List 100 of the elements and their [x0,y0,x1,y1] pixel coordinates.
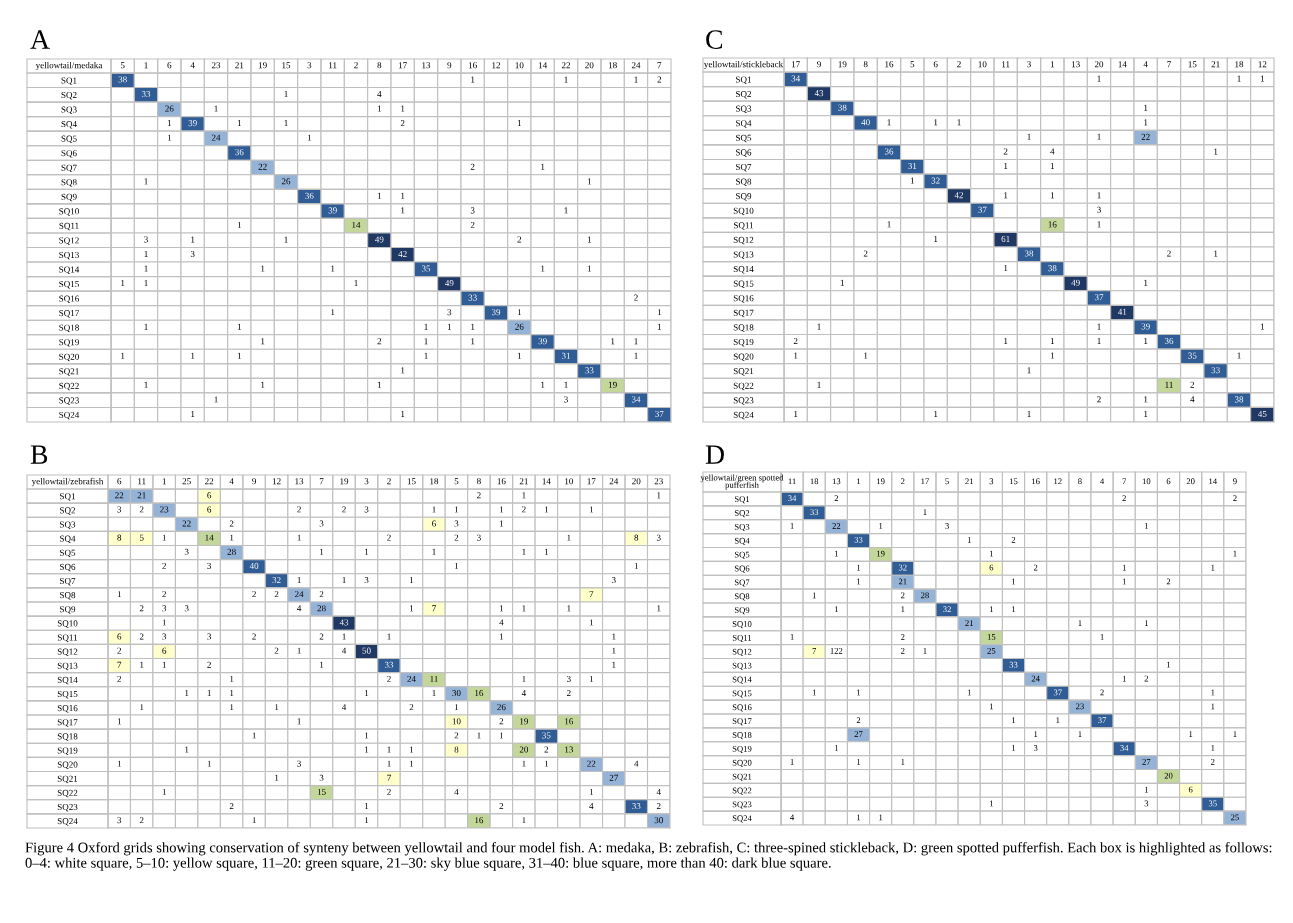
data-label: 1 [1050,338,1055,344]
data-label: 42 [398,250,407,257]
data-label: 1 [587,178,592,185]
y-tick-label: SQ19 [732,745,752,754]
y-tick-label: SQ1 [734,496,750,504]
data-label: 61 [1001,235,1010,242]
data-label: 35 [1188,352,1197,359]
data-label: 1 [541,265,545,272]
data-label: 1 [1211,689,1215,696]
data-label: 31 [561,352,570,359]
x-tick-label: 7 [657,62,662,69]
data-label: 1 [144,178,148,185]
data-label: 1 [541,163,545,170]
data-label: 40 [249,562,259,569]
data-label: 1 [1189,731,1193,737]
data-label: 33 [585,367,594,374]
data-label: 32 [931,177,940,184]
data-label: 1 [1012,717,1016,724]
data-label: 3 [364,506,369,513]
data-label: 39 [491,309,501,316]
data-label: 2 [517,236,522,243]
data-label: 3 [945,523,949,529]
data-label: 1 [377,192,382,199]
x-tick-label: 9 [447,62,452,69]
data-label: 1 [191,352,195,359]
data-label: 2 [117,675,121,682]
data-label: 39 [1141,323,1150,330]
data-label: 1 [377,105,382,112]
data-label: 6 [207,506,212,513]
data-label: 36 [235,149,244,156]
x-tick-label: 12 [1258,61,1267,68]
data-label: 1 [230,704,234,711]
x-tick-label: 16 [885,61,894,68]
data-label: 4 [499,619,504,626]
data-label: 11 [1165,381,1173,388]
x-tick-label: 17 [398,62,407,69]
data-label: 1 [320,548,324,555]
x-tick-label: 24 [609,478,619,485]
data-label: 1 [1237,75,1241,82]
data-label: 1 [857,689,861,696]
data-label: 2 [856,717,861,724]
data-label: 2 [454,732,459,739]
data-label: 32 [898,564,907,571]
data-label: 15 [987,634,996,640]
data-label: 1 [1144,523,1148,529]
data-label: 2 [1166,578,1171,585]
data-label: 16 [1048,221,1057,228]
data-label: 3 [297,760,301,767]
x-tick-label: 6 [1166,478,1171,485]
data-label: 1 [432,690,436,696]
data-label: 2 [409,704,414,711]
y-tick-label: SQ10 [57,620,78,628]
data-label: 1 [401,105,405,112]
x-tick-label: 8 [477,478,481,485]
data-label: 3 [319,774,324,781]
data-label: 23 [1076,703,1084,710]
data-label: 1 [790,634,794,640]
y-tick-label: SQ12 [57,648,78,657]
data-label: 1 [1078,620,1082,626]
data-label: 3 [207,633,212,640]
x-tick-label: 13 [295,478,304,485]
x-tick-label: 3 [989,478,994,485]
data-label: 1 [121,280,125,287]
data-label: 2 [657,76,662,83]
y-tick-label: SQ13 [59,251,79,260]
data-label: 1 [1078,731,1082,737]
data-label: 20 [1164,772,1173,779]
data-label: 1 [1144,396,1148,403]
data-label: 2 [139,817,144,824]
x-tick-label: 4 [1143,61,1148,68]
x-tick-label: 21 [235,62,244,69]
y-tick-label: SQ21 [57,775,78,784]
data-label: 1 [162,788,166,795]
x-tick-label: 22 [561,62,571,69]
data-label: 1 [162,534,166,541]
y-tick-label: SQ11 [59,222,79,231]
data-label: 1 [522,760,526,767]
data-label: 36 [1164,337,1174,345]
y-tick-label: SQ16 [57,705,78,713]
data-label: 1 [967,689,971,696]
data-label: 2 [499,803,504,809]
data-label: 39 [538,338,547,345]
data-label: 1 [967,536,971,543]
data-label: 1 [544,760,549,767]
y-tick-label: SQ22 [57,789,78,798]
y-tick-label: SQ3 [736,105,752,114]
y-tick-label: SQ8 [736,178,752,186]
x-tick-label: 6 [167,62,172,69]
x-tick-label: 5 [454,478,459,485]
data-label: 19 [877,550,885,557]
y-tick-label: SQ10 [732,621,752,629]
x-tick-label: 11 [1002,61,1010,68]
data-label: 2 [319,591,324,598]
data-label: 8 [634,534,639,541]
data-label: 1 [1012,606,1016,613]
data-label: 41 [1118,308,1127,315]
data-label: 6 [1188,786,1193,793]
data-label: 35 [542,732,551,739]
data-label: 15 [317,788,326,795]
data-label: 5 [139,534,144,541]
